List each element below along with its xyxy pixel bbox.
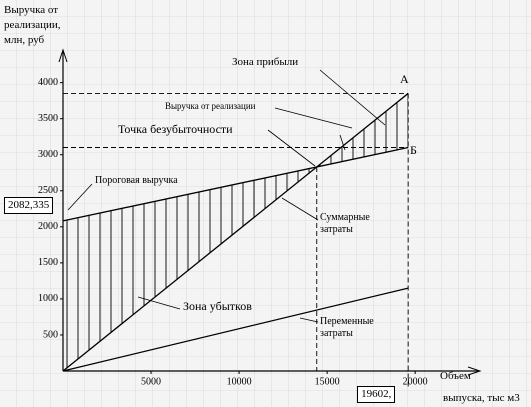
- x-tick-label: 20000: [403, 376, 428, 387]
- leader-line: [137, 296, 181, 310]
- x-tick-label: 15000: [315, 376, 340, 387]
- leader-line: [67, 183, 93, 211]
- leader-line: [274, 107, 353, 129]
- y-marker-label: 2082,335: [4, 196, 54, 214]
- leader-line: [339, 134, 346, 151]
- annotation: Точка безубыточности: [118, 122, 233, 136]
- series-line: [62, 146, 409, 222]
- leader-line: [319, 69, 386, 126]
- series-label: Переменные затраты: [320, 316, 374, 339]
- annotation: Зона прибыли: [232, 56, 299, 68]
- x-marker-label: 19602,: [357, 386, 396, 403]
- point-label: Б: [410, 143, 417, 157]
- y-tick-label: 500: [43, 329, 58, 340]
- leader-line: [267, 129, 316, 167]
- annotation: Пороговая выручка: [95, 175, 178, 186]
- y-axis-title: Выручка от: [4, 4, 59, 16]
- y-tick-label: 3000: [38, 149, 58, 160]
- leader-line: [281, 197, 319, 221]
- leader-line: [299, 317, 319, 323]
- y-tick-label: 3500: [38, 113, 58, 124]
- y-axis-title: реализации,: [4, 19, 61, 31]
- series-line: [62, 92, 409, 372]
- series-label: Выручка от реализации: [165, 101, 256, 111]
- y-tick-label: 1500: [38, 257, 58, 268]
- y-axis-arrow: [58, 48, 68, 63]
- series-label: Суммарные затраты: [320, 212, 370, 235]
- y-tick-label: 2000: [38, 221, 58, 232]
- x-tick-label: 10000: [227, 376, 252, 387]
- y-tick-label: 1000: [38, 293, 58, 304]
- x-axis-arrow: [467, 366, 482, 376]
- annotation: Зона убытков: [183, 299, 252, 313]
- x-tick-label: 5000: [141, 376, 161, 387]
- x-axis-title: Объем: [440, 370, 471, 382]
- x-axis-title: выпуска, тыс м3: [443, 392, 520, 404]
- series-line: [62, 287, 409, 372]
- y-tick-label: 4000: [38, 77, 58, 88]
- y-tick-label: 2500: [38, 185, 58, 196]
- y-axis-title: млн, руб: [4, 34, 45, 46]
- point-label: А: [400, 72, 409, 86]
